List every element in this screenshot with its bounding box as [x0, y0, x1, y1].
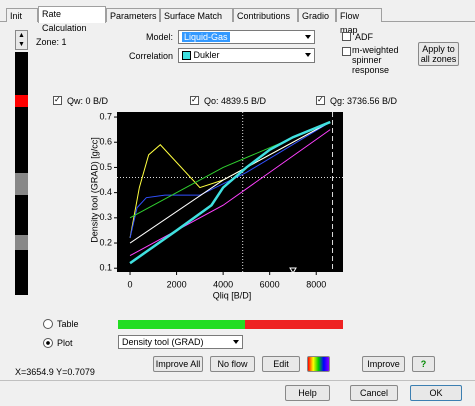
tab[interactable]: Gradio [298, 8, 336, 22]
edit-button[interactable]: Edit [262, 356, 300, 372]
improve-button[interactable]: Improve [362, 356, 405, 372]
x-tick-label: 2000 [167, 279, 187, 289]
qo-checkbox[interactable]: ✓ [190, 95, 199, 105]
tab[interactable]: Surface Match [160, 8, 233, 22]
apply-button[interactable]: Apply to all zones [418, 42, 459, 66]
curve [129, 121, 331, 244]
help-button[interactable]: Help [285, 385, 330, 401]
table-label: Table [57, 319, 79, 329]
zone-label: Zone: 1 [36, 37, 67, 47]
model-label: Model: [145, 32, 173, 42]
plot: Qliq [B/D] Density tool (GRAD) [g/cc] 0 2… [89, 111, 343, 300]
y-axis-label: Density tool (GRAD) [g/cc] [89, 137, 99, 243]
y-tick-label: 0.7 [99, 111, 112, 121]
zone-band [15, 235, 28, 250]
tab[interactable]: Parameters [106, 8, 160, 22]
qg-label: Qg: 3736.56 B/D [330, 96, 398, 106]
plot-label: Plot [57, 338, 73, 348]
qw-label: Qw: 0 B/D [67, 96, 109, 106]
spinner[interactable]: ▲ ▼ [15, 30, 28, 50]
curve [129, 121, 331, 239]
y-tick-label: 0.1 [99, 263, 112, 273]
help-icon-button[interactable]: ? [412, 356, 435, 372]
curve [129, 129, 331, 257]
tab-active[interactable]: Rate Calculation [38, 6, 106, 33]
y-tick-label: 0.2 [99, 237, 112, 247]
adf-checkbox[interactable] [342, 32, 351, 41]
color-button[interactable] [307, 356, 330, 372]
correlation-label: Correlation [128, 51, 173, 61]
spinner-label: m-weighted spinner response [352, 45, 399, 75]
y-tick-label: 0.3 [99, 212, 112, 222]
status-bar-green [118, 320, 245, 329]
separator [0, 380, 475, 381]
zone-marker [15, 95, 28, 107]
no-flow-button[interactable]: No flow [210, 356, 255, 372]
cursor-status: X=3654.9 Y=0.7079 [15, 367, 95, 377]
qg-checkbox[interactable]: ✓ [316, 95, 325, 105]
improve-all-button[interactable]: Improve All [153, 356, 203, 372]
adf-label: ADF [355, 32, 373, 42]
model-select[interactable]: Liquid-Gas [178, 30, 315, 44]
tab[interactable]: Flow map [336, 8, 382, 35]
x-tick-label: 4000 [213, 279, 233, 289]
table-radio[interactable] [43, 319, 53, 329]
plot-radio[interactable] [43, 338, 53, 348]
plot-select[interactable]: Density tool (GRAD) [118, 335, 243, 349]
qo-label: Qo: 4839.5 B/D [204, 96, 267, 106]
x-axis-label: Qliq [B/D] [213, 290, 252, 300]
y-tick-label: 0.4 [99, 187, 112, 197]
model-value: Liquid-Gas [182, 32, 230, 42]
marker-triangle [289, 267, 297, 274]
color-swatch [182, 51, 191, 61]
correlation-select[interactable]: Dukler [178, 48, 315, 63]
correlation-value: Dukler [193, 50, 220, 60]
zone-band [15, 173, 28, 195]
qw-checkbox[interactable]: ✓ [53, 95, 62, 105]
y-tick-label: 0.6 [99, 137, 112, 147]
spinner-checkbox[interactable] [342, 47, 351, 56]
ok-button[interactable]: OK [410, 385, 462, 401]
y-tick-label: 0.5 [99, 162, 112, 172]
x-tick-label: 8000 [306, 279, 326, 289]
curve [129, 120, 331, 265]
x-tick-label: 0 [128, 279, 133, 289]
tab[interactable]: Contributions [233, 8, 298, 22]
tab[interactable]: Init [6, 8, 38, 22]
status-bar-red [245, 320, 343, 329]
x-tick-label: 6000 [260, 279, 280, 289]
cancel-button[interactable]: Cancel [350, 385, 398, 401]
